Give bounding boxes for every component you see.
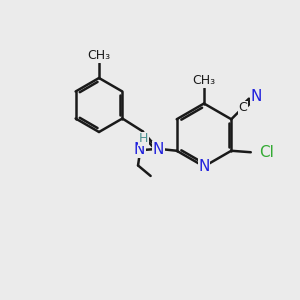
Text: N: N [152, 142, 164, 157]
Text: N: N [134, 142, 145, 157]
Text: C: C [238, 101, 247, 114]
Text: Cl: Cl [259, 145, 274, 160]
Text: CH₃: CH₃ [87, 49, 111, 62]
Text: N: N [251, 89, 262, 104]
Text: H: H [139, 132, 148, 145]
Text: N: N [198, 159, 210, 174]
Text: CH₃: CH₃ [192, 74, 216, 87]
